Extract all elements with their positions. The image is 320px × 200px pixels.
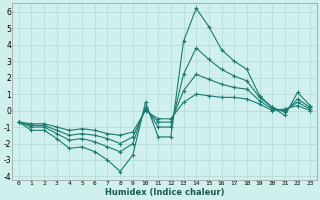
X-axis label: Humidex (Indice chaleur): Humidex (Indice chaleur) (105, 188, 224, 197)
